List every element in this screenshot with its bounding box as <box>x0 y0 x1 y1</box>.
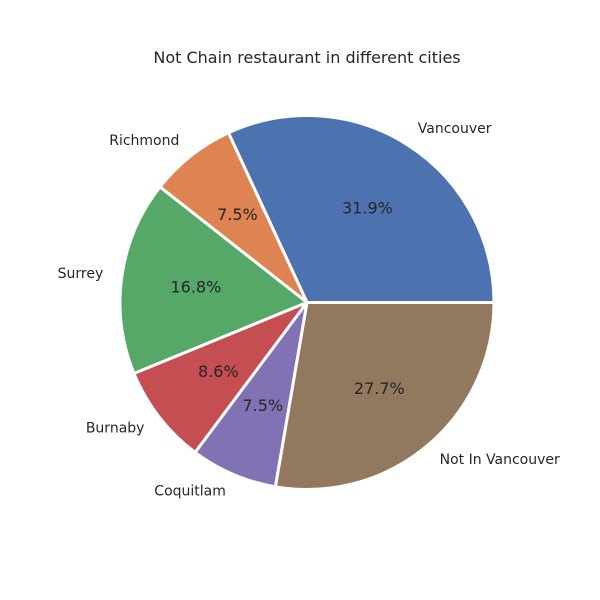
slice-label-burnaby: Burnaby <box>86 421 145 437</box>
slice-label-coquitlam: Coquitlam <box>154 484 226 500</box>
percent-label-burnaby: 8.6% <box>198 362 239 381</box>
slice-label-vancouver: Vancouver <box>418 121 492 137</box>
pie-slices <box>118 114 496 491</box>
pie-slice-burnaby <box>132 301 309 454</box>
pie-slice-vancouver <box>226 114 496 304</box>
pie-slice-not-in-vancouver <box>273 301 496 491</box>
chart-title: Not Chain restaurant in different cities <box>153 48 461 67</box>
percent-label-vancouver: 31.9% <box>342 198 393 217</box>
percent-label-not-in-vancouver: 27.7% <box>354 379 405 398</box>
pie-slice-surrey <box>118 185 309 376</box>
slice-label-surrey: Surrey <box>58 266 104 282</box>
slice-label-richmond: Richmond <box>109 133 179 149</box>
slice-label-not-in-vancouver: Not In Vancouver <box>440 452 560 468</box>
percent-label-surrey: 16.8% <box>170 278 221 297</box>
percent-label-coquitlam: 7.5% <box>242 396 283 415</box>
percent-label-richmond: 7.5% <box>217 205 258 224</box>
pie-labels: Vancouver 31.9% Richmond 7.5% Surrey 16.8% Bur… <box>58 121 560 499</box>
